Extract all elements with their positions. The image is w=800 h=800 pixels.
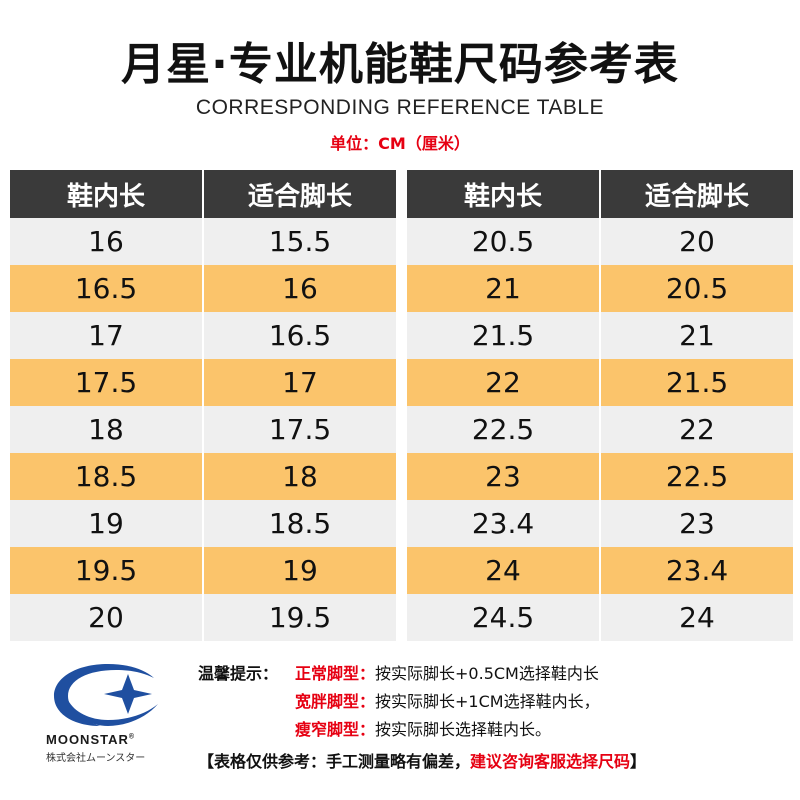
table-row: 16.5 16 [10, 265, 396, 312]
tip-row-wide: 宽胖脚型：按实际脚长+1CM选择鞋内长， [198, 688, 788, 716]
table-header-row: 鞋内长 适合脚长 [407, 170, 793, 218]
insole-length-cell: 18 [10, 406, 204, 453]
tip-row-narrow: 瘦窄脚型：按实际脚长选择鞋内长。 [198, 716, 788, 744]
foot-length-cell: 16.5 [204, 312, 396, 359]
moonstar-logo: MOONSTAR® 株式会社ムーンスター [46, 660, 176, 764]
foot-length-cell: 22 [601, 406, 793, 453]
foot-length-cell: 21 [601, 312, 793, 359]
column-header-foot-length: 适合脚长 [601, 170, 793, 218]
moonstar-logo-icon [54, 664, 158, 726]
foot-length-cell: 18 [204, 453, 396, 500]
insole-length-cell: 19.5 [10, 547, 204, 594]
insole-length-cell: 22.5 [407, 406, 601, 453]
foot-length-cell: 15.5 [204, 218, 396, 265]
table-header-row: 鞋内长 适合脚长 [10, 170, 396, 218]
insole-length-cell: 17.5 [10, 359, 204, 406]
table-row: 18 17.5 [10, 406, 396, 453]
foot-length-cell: 20 [601, 218, 793, 265]
foot-length-cell: 17 [204, 359, 396, 406]
size-table-right: 鞋内长 适合脚长 20.5 20 21 20.5 21.5 21 22 21.5 22.5 22 2… [407, 170, 793, 641]
column-header-foot-length: 适合脚长 [204, 170, 396, 218]
tip-type: 正常脚型： [295, 664, 376, 683]
table-row: 21 20.5 [407, 265, 793, 312]
tip-text: 按实际脚长+0.5CM选择鞋内长 [375, 664, 599, 683]
table-row: 20 19.5 [10, 594, 396, 641]
insole-length-cell: 20 [10, 594, 204, 641]
table-row: 18.5 18 [10, 453, 396, 500]
table-row: 16 15.5 [10, 218, 396, 265]
insole-length-cell: 18.5 [10, 453, 204, 500]
column-header-insole-length: 鞋内长 [10, 170, 204, 218]
foot-length-cell: 21.5 [601, 359, 793, 406]
size-table-left: 鞋内长 适合脚长 16 15.5 16.5 16 17 16.5 17.5 17 18 17.5 1… [10, 170, 396, 641]
table-row: 19.5 19 [10, 547, 396, 594]
insole-length-cell: 22 [407, 359, 601, 406]
fitting-tips: 温馨提示： 正常脚型：按实际脚长+0.5CM选择鞋内长 宽胖脚型：按实际脚长+1C… [198, 660, 788, 744]
foot-length-cell: 19.5 [204, 594, 396, 641]
foot-length-cell: 22.5 [601, 453, 793, 500]
page-title: 月星·专业机能鞋尺码参考表 [121, 39, 679, 90]
table-row: 22.5 22 [407, 406, 793, 453]
note-text: 表格仅供参考：手工测量略有偏差， [214, 752, 471, 771]
tip-row-normal: 温馨提示： 正常脚型：按实际脚长+0.5CM选择鞋内长 [198, 660, 788, 688]
tip-type: 宽胖脚型： [295, 692, 376, 711]
table-row: 17.5 17 [10, 359, 396, 406]
foot-length-cell: 20.5 [601, 265, 793, 312]
table-row: 21.5 21 [407, 312, 793, 359]
reference-note: 【表格仅供参考：手工测量略有偏差，建议咨询客服选择尺码】 [198, 752, 647, 771]
note-highlight: 建议咨询客服选择尺码 [470, 752, 631, 771]
table-row: 19 18.5 [10, 500, 396, 547]
insole-length-cell: 24 [407, 547, 601, 594]
logo-company-name: 株式会社ムーンスター [46, 753, 146, 764]
tip-text: 按实际脚长选择鞋内长。 [375, 720, 552, 739]
table-row: 24 23.4 [407, 547, 793, 594]
logo-wordmark: MOONSTAR® [46, 732, 136, 747]
insole-length-cell: 23 [407, 453, 601, 500]
table-row: 20.5 20 [407, 218, 793, 265]
insole-length-cell: 21.5 [407, 312, 601, 359]
foot-length-cell: 19 [204, 547, 396, 594]
foot-length-cell: 17.5 [204, 406, 396, 453]
table-row: 22 21.5 [407, 359, 793, 406]
column-header-insole-length: 鞋内长 [407, 170, 601, 218]
page-subtitle: CORRESPONDING REFERENCE TABLE [195, 96, 605, 119]
insole-length-cell: 20.5 [407, 218, 601, 265]
tip-type: 瘦窄脚型： [295, 720, 376, 739]
table-row: 23.4 23 [407, 500, 793, 547]
table-row: 24.5 24 [407, 594, 793, 641]
insole-length-cell: 19 [10, 500, 204, 547]
foot-length-cell: 23 [601, 500, 793, 547]
table-row: 23 22.5 [407, 453, 793, 500]
tip-text: 按实际脚长+1CM选择鞋内长， [375, 692, 600, 711]
insole-length-cell: 16.5 [10, 265, 204, 312]
insole-length-cell: 21 [407, 265, 601, 312]
insole-length-cell: 17 [10, 312, 204, 359]
foot-length-cell: 23.4 [601, 547, 793, 594]
foot-length-cell: 18.5 [204, 500, 396, 547]
insole-length-cell: 24.5 [407, 594, 601, 641]
foot-length-cell: 16 [204, 265, 396, 312]
tips-lead: 温馨提示： [198, 664, 279, 683]
foot-length-cell: 24 [601, 594, 793, 641]
unit-label: 单位：CM（厘米） [330, 134, 470, 153]
table-row: 17 16.5 [10, 312, 396, 359]
insole-length-cell: 16 [10, 218, 204, 265]
insole-length-cell: 23.4 [407, 500, 601, 547]
